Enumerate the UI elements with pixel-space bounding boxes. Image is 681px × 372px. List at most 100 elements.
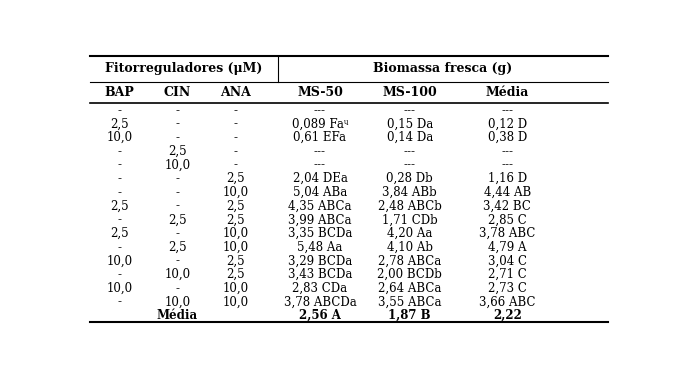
Text: -: - xyxy=(117,186,121,199)
Text: 2,5: 2,5 xyxy=(168,241,187,254)
Text: 4,79 A: 4,79 A xyxy=(488,241,526,254)
Text: 3,78 ABC: 3,78 ABC xyxy=(479,227,535,240)
Text: 1,87 B: 1,87 B xyxy=(388,309,431,322)
Text: 1,71 CDb: 1,71 CDb xyxy=(382,213,438,226)
Text: 2,5: 2,5 xyxy=(226,172,245,185)
Text: 2,83 CDa: 2,83 CDa xyxy=(292,282,347,295)
Text: -: - xyxy=(176,118,180,131)
Text: 3,84 ABb: 3,84 ABb xyxy=(382,186,437,199)
Text: -: - xyxy=(117,172,121,185)
Text: 2,64 ABCa: 2,64 ABCa xyxy=(378,282,441,295)
Text: ANA: ANA xyxy=(220,86,251,99)
Text: 2,85 C: 2,85 C xyxy=(488,213,526,226)
Text: 0,14 Da: 0,14 Da xyxy=(387,131,433,144)
Text: 3,55 ABCa: 3,55 ABCa xyxy=(378,295,441,308)
Text: -: - xyxy=(234,131,238,144)
Text: 2,5: 2,5 xyxy=(226,213,245,226)
Text: MS-50: MS-50 xyxy=(297,86,343,99)
Text: -: - xyxy=(176,199,180,212)
Text: -: - xyxy=(117,104,121,117)
Text: 0,12 D: 0,12 D xyxy=(488,118,527,131)
Text: ---: --- xyxy=(404,145,415,158)
Text: -: - xyxy=(117,145,121,158)
Text: 5,04 ABa: 5,04 ABa xyxy=(293,186,347,199)
Text: 10,0: 10,0 xyxy=(223,295,249,308)
Text: -: - xyxy=(176,254,180,267)
Text: 4,44 AB: 4,44 AB xyxy=(484,186,531,199)
Text: 3,43 BCDa: 3,43 BCDa xyxy=(288,268,352,281)
Text: 10,0: 10,0 xyxy=(223,227,249,240)
Text: 2,48 ABCb: 2,48 ABCb xyxy=(378,199,442,212)
Text: 3,29 BCDa: 3,29 BCDa xyxy=(288,254,352,267)
Text: 4,10 Ab: 4,10 Ab xyxy=(387,241,432,254)
Text: 0,15 Da: 0,15 Da xyxy=(387,118,433,131)
Text: 2,5: 2,5 xyxy=(226,199,245,212)
Text: -: - xyxy=(176,131,180,144)
Text: -: - xyxy=(176,172,180,185)
Text: 2,22: 2,22 xyxy=(493,309,522,322)
Text: -: - xyxy=(117,241,121,254)
Text: 10,0: 10,0 xyxy=(223,282,249,295)
Text: 3,99 ABCa: 3,99 ABCa xyxy=(288,213,351,226)
Text: Fitorreguladores (μM): Fitorreguladores (μM) xyxy=(106,62,263,76)
Text: 2,5: 2,5 xyxy=(168,213,187,226)
Text: 2,5: 2,5 xyxy=(168,145,187,158)
Text: 2,5: 2,5 xyxy=(110,227,129,240)
Text: 0,38 D: 0,38 D xyxy=(488,131,527,144)
Text: 10,0: 10,0 xyxy=(106,282,133,295)
Text: 3,78 ABCDa: 3,78 ABCDa xyxy=(283,295,356,308)
Text: 2,5: 2,5 xyxy=(226,268,245,281)
Text: -: - xyxy=(176,227,180,240)
Text: -: - xyxy=(234,118,238,131)
Text: -: - xyxy=(117,295,121,308)
Text: -: - xyxy=(176,282,180,295)
Text: ---: --- xyxy=(404,104,415,117)
Text: 5,48 Aa: 5,48 Aa xyxy=(298,241,343,254)
Text: ---: --- xyxy=(501,104,513,117)
Text: CIN: CIN xyxy=(164,86,191,99)
Text: 3,66 ABC: 3,66 ABC xyxy=(479,295,535,308)
Text: 0,61 EFa: 0,61 EFa xyxy=(294,131,347,144)
Text: ---: --- xyxy=(404,158,415,171)
Text: -: - xyxy=(234,145,238,158)
Text: 10,0: 10,0 xyxy=(164,158,191,171)
Text: 3,35 BCDa: 3,35 BCDa xyxy=(288,227,352,240)
Text: 4,35 ABCa: 4,35 ABCa xyxy=(288,199,351,212)
Text: 2,5: 2,5 xyxy=(110,199,129,212)
Text: -: - xyxy=(234,104,238,117)
Text: ---: --- xyxy=(314,158,326,171)
Text: Média: Média xyxy=(157,309,198,322)
Text: 2,00 BCDb: 2,00 BCDb xyxy=(377,268,442,281)
Text: -: - xyxy=(234,158,238,171)
Text: 10,0: 10,0 xyxy=(106,254,133,267)
Text: ---: --- xyxy=(314,104,326,117)
Text: -: - xyxy=(117,268,121,281)
Text: Média: Média xyxy=(486,86,529,99)
Text: 10,0: 10,0 xyxy=(223,186,249,199)
Text: 2,71 C: 2,71 C xyxy=(488,268,526,281)
Text: MS-100: MS-100 xyxy=(382,86,437,99)
Text: -: - xyxy=(117,158,121,171)
Text: -: - xyxy=(176,104,180,117)
Text: 10,0: 10,0 xyxy=(164,268,191,281)
Text: 1,16 D: 1,16 D xyxy=(488,172,527,185)
Text: ---: --- xyxy=(314,145,326,158)
Text: 2,5: 2,5 xyxy=(110,118,129,131)
Text: BAP: BAP xyxy=(104,86,134,99)
Text: 3,04 C: 3,04 C xyxy=(488,254,527,267)
Text: 10,0: 10,0 xyxy=(164,295,191,308)
Text: 10,0: 10,0 xyxy=(106,131,133,144)
Text: 2,56 A: 2,56 A xyxy=(299,309,341,322)
Text: 2,04 DEa: 2,04 DEa xyxy=(293,172,347,185)
Text: ---: --- xyxy=(501,145,513,158)
Text: 2,5: 2,5 xyxy=(226,254,245,267)
Text: -: - xyxy=(117,213,121,226)
Text: 3,42 BC: 3,42 BC xyxy=(484,199,531,212)
Text: 0,28 Db: 0,28 Db xyxy=(386,172,433,185)
Text: 2,73 C: 2,73 C xyxy=(488,282,527,295)
Text: 10,0: 10,0 xyxy=(223,241,249,254)
Text: 4,20 Aa: 4,20 Aa xyxy=(387,227,432,240)
Text: 0,089 Faᶣ: 0,089 Faᶣ xyxy=(291,118,348,131)
Text: -: - xyxy=(176,186,180,199)
Text: ---: --- xyxy=(501,158,513,171)
